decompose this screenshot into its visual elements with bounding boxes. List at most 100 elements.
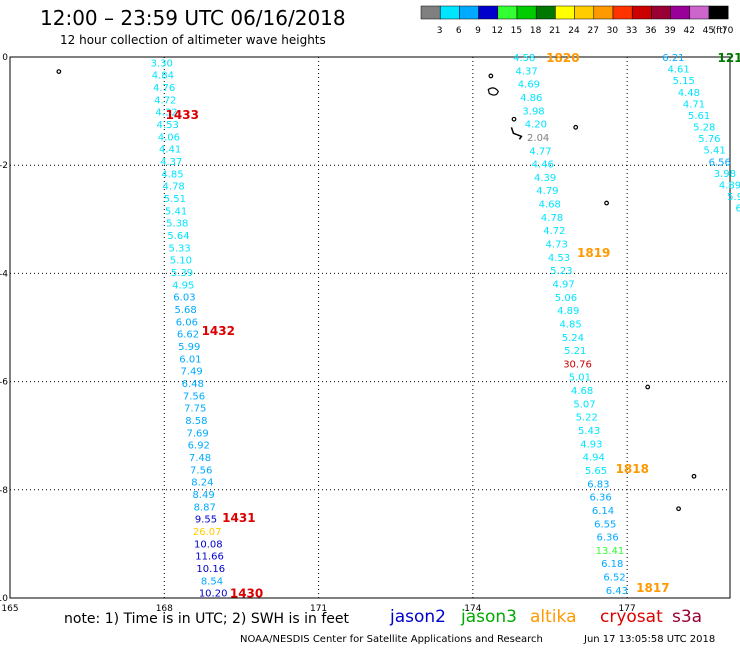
legend-unit: (ft) <box>713 26 727 36</box>
legend-label: 9 <box>475 26 481 36</box>
wave-height-value: 4.72 <box>543 226 565 237</box>
lat-tick-label: -6 <box>0 378 8 388</box>
lat-tick-label: -2 <box>0 161 8 171</box>
wave-height-value: 5.15 <box>673 76 695 87</box>
island-outline <box>645 384 651 390</box>
wave-height-value: 4.79 <box>536 186 558 197</box>
wave-height-value: 8.54 <box>201 576 223 587</box>
wave-height-value: 4.06 <box>158 132 180 143</box>
island-outline <box>487 87 499 96</box>
footer-credit: NOAA/NESDIS Center for Satellite Applica… <box>240 634 543 645</box>
wave-height-value: 6.83 <box>587 479 609 490</box>
wave-height-value: 8.87 <box>194 502 216 513</box>
wave-height-value: 4.97 <box>552 279 574 290</box>
wave-height-value: 4.93 <box>580 439 602 450</box>
wave-height-value: 3.98 <box>522 106 544 117</box>
wave-height-value: 6.43 <box>606 586 628 597</box>
wave-height-value: 4.94 <box>583 453 605 464</box>
wave-height-value: 10.16 <box>196 564 225 575</box>
wave-height-value: 4.53 <box>548 253 570 264</box>
wave-height-value: 5.76 <box>698 134 720 145</box>
wave-height-value: 5.65 <box>585 466 607 477</box>
wave-height-value: 6.48 <box>182 379 204 390</box>
legend-label: 30 <box>607 26 619 36</box>
wave-height-value: 6.06 <box>176 317 198 328</box>
pass-time-label: 1818 <box>616 462 649 476</box>
wave-height-value: 5.10 <box>170 256 192 267</box>
wave-height-value: 5.23 <box>550 266 572 277</box>
wave-height-value: 4.76 <box>153 83 175 94</box>
wave-height-value: 5.38 <box>166 219 188 230</box>
pass-time-label: 121 <box>717 51 740 65</box>
wave-height-value: 3.30 <box>151 58 173 69</box>
legend-label: 18 <box>530 26 542 36</box>
wave-height-value: 4.85 <box>161 169 183 180</box>
island-outline <box>604 200 609 206</box>
island-outline <box>488 73 494 79</box>
wave-height-value: 7.56 <box>190 465 212 476</box>
legend-label: 3 <box>437 26 443 36</box>
lon-tick-label: 165 <box>1 604 18 614</box>
wave-height-value: 30.76 <box>563 359 592 370</box>
wave-height-value: 6.56 <box>709 157 731 168</box>
wave-height-value: 5.51 <box>164 194 186 205</box>
wave-height-value: 5.43 <box>578 426 600 437</box>
wave-height-value: 11.66 <box>195 552 224 563</box>
pass-time-label: 1820 <box>546 51 579 65</box>
wave-height-value: 6.18 <box>601 559 623 570</box>
legend-label: 39 <box>664 26 676 36</box>
wave-height-value: 4.48 <box>678 88 700 99</box>
wave-height-value: 5.24 <box>562 333 584 344</box>
wave-height-value: 6.01 <box>179 354 201 365</box>
pass-time-label: 1819 <box>577 246 610 260</box>
legend-label: 33 <box>626 26 637 36</box>
pass-time-label: 1432 <box>202 324 235 338</box>
legend-swatch <box>708 5 729 20</box>
wave-height-value: 8.49 <box>192 490 214 501</box>
wave-height-value: 5.01 <box>569 373 591 384</box>
wave-height-value: 6.03 <box>173 293 195 304</box>
map-subtitle: 12 hour collection of altimeter wave hei… <box>60 33 326 47</box>
wave-height-value: 6.21 <box>662 53 684 64</box>
pass-time-label: 1431 <box>222 511 255 525</box>
legend-label: 12 <box>491 26 502 36</box>
wave-height-value: 4.37 <box>515 66 537 77</box>
lon-tick-label: 177 <box>619 604 636 614</box>
wave-height-value: 5.33 <box>169 243 191 254</box>
wave-height-value: 10.20 <box>199 589 228 600</box>
legend-label: 21 <box>549 26 560 36</box>
island-outline <box>510 127 523 140</box>
wave-height-value: 8.24 <box>191 478 213 489</box>
wave-height-value: 5.21 <box>564 346 586 357</box>
legend-label: 70 <box>722 26 734 36</box>
wave-height-value: 4.77 <box>529 146 551 157</box>
pass-time-label: 1817 <box>636 581 669 595</box>
map-title: 12:00 – 23:59 UTC 06/16/2018 <box>40 6 346 30</box>
wave-height-value: 6.92 <box>188 441 210 452</box>
legend-label: 36 <box>645 26 657 36</box>
wave-height-value: 4.89 <box>557 306 579 317</box>
satellite-jason2-label: jason2 <box>390 607 446 627</box>
wave-height-value: 4.86 <box>520 93 542 104</box>
wave-height-value: 6.52 <box>603 573 625 584</box>
wave-height-value: 4.46 <box>532 160 554 171</box>
island-outline <box>676 506 681 512</box>
island-outline <box>56 69 62 75</box>
legend-label: 45 <box>703 26 714 36</box>
wave-height-value: 9.55 <box>195 515 217 526</box>
lat-tick-label: 0 <box>2 53 8 63</box>
wave-height-value: 6.14 <box>592 506 614 517</box>
wave-height-value: 4.72 <box>154 95 176 106</box>
island-outline <box>691 473 697 479</box>
wave-height-value: 4.20 <box>525 120 547 131</box>
wave-height-value: 5.68 <box>175 305 197 316</box>
wave-height-value: 6.55 <box>594 519 616 530</box>
wave-height-value: 4.71 <box>683 99 705 110</box>
legend-label: 15 <box>511 26 522 36</box>
wave-height-value: 4.78 <box>541 213 563 224</box>
wave-height-value: 5.41 <box>703 146 725 157</box>
map-frame <box>9 56 731 599</box>
wave-height-value: 4.37 <box>160 157 182 168</box>
legend-label: 42 <box>683 26 694 36</box>
